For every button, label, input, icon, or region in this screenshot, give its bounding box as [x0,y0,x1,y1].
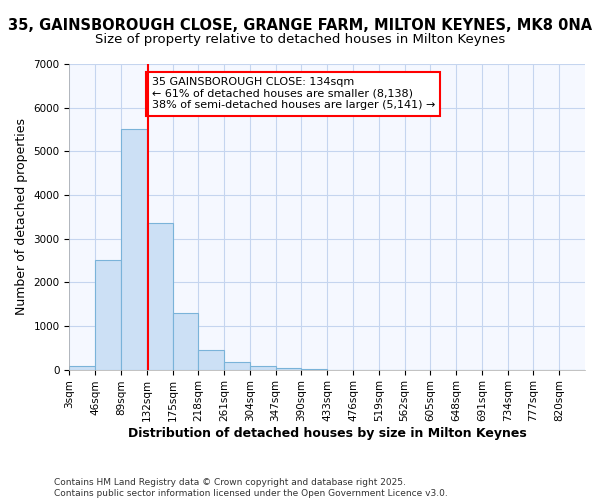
Y-axis label: Number of detached properties: Number of detached properties [15,118,28,316]
Text: 35, GAINSBOROUGH CLOSE, GRANGE FARM, MILTON KEYNES, MK8 0NA: 35, GAINSBOROUGH CLOSE, GRANGE FARM, MIL… [8,18,592,32]
Bar [95,260,121,370]
Bar [70,366,95,370]
Text: 35 GAINSBOROUGH CLOSE: 134sqm
← 61% of detached houses are smaller (8,138)
38% o: 35 GAINSBOROUGH CLOSE: 134sqm ← 61% of d… [152,77,435,110]
X-axis label: Distribution of detached houses by size in Milton Keynes: Distribution of detached houses by size … [128,427,527,440]
Text: Contains HM Land Registry data © Crown copyright and database right 2025.
Contai: Contains HM Land Registry data © Crown c… [54,478,448,498]
Bar [275,368,301,370]
Text: Size of property relative to detached houses in Milton Keynes: Size of property relative to detached ho… [95,32,505,46]
Bar [224,362,250,370]
Bar [173,313,199,370]
Bar [121,130,147,370]
Bar [199,350,224,370]
Bar [147,224,173,370]
Bar [250,366,275,370]
